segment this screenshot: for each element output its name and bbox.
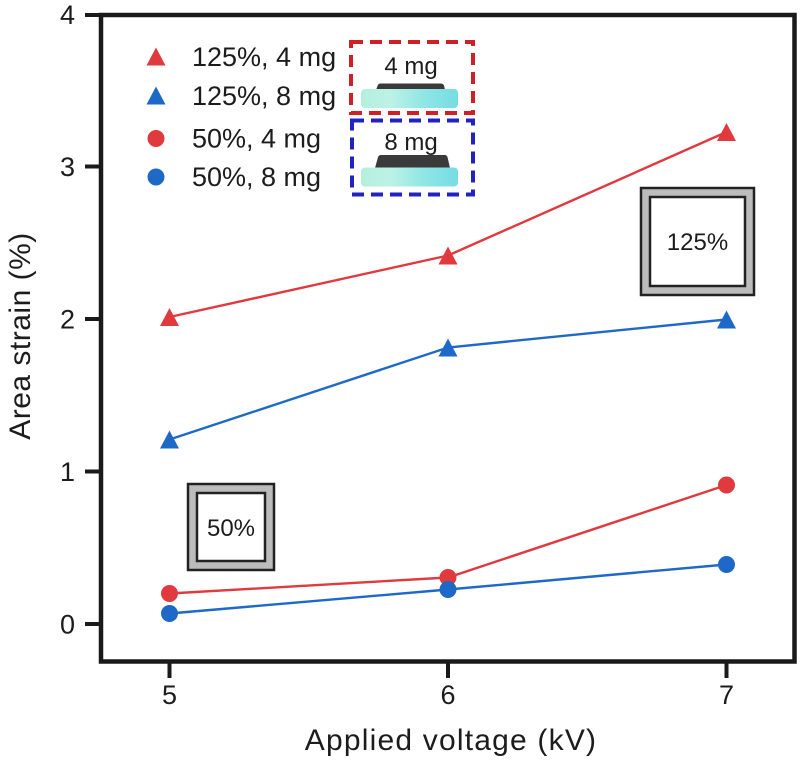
svg-text:6: 6	[440, 680, 455, 710]
svg-text:125%: 125%	[667, 229, 728, 256]
svg-text:1: 1	[60, 457, 75, 487]
svg-text:50%, 8 mg: 50%, 8 mg	[192, 162, 321, 192]
svg-text:4 mg: 4 mg	[384, 53, 437, 80]
svg-text:125%, 8 mg: 125%, 8 mg	[192, 81, 336, 111]
svg-text:Area strain (%): Area strain (%)	[4, 232, 37, 440]
svg-text:0: 0	[60, 610, 75, 640]
svg-text:Applied voltage (kV): Applied voltage (kV)	[305, 724, 597, 757]
svg-text:50%: 50%	[207, 515, 255, 542]
svg-text:7: 7	[719, 680, 734, 710]
svg-text:3: 3	[60, 152, 75, 182]
svg-text:2: 2	[60, 305, 75, 335]
svg-text:4: 4	[60, 0, 75, 30]
svg-text:8 mg: 8 mg	[384, 129, 437, 156]
svg-text:125%, 4 mg: 125%, 4 mg	[192, 42, 336, 72]
svg-text:5: 5	[162, 680, 177, 710]
svg-text:50%, 4 mg: 50%, 4 mg	[192, 124, 321, 154]
